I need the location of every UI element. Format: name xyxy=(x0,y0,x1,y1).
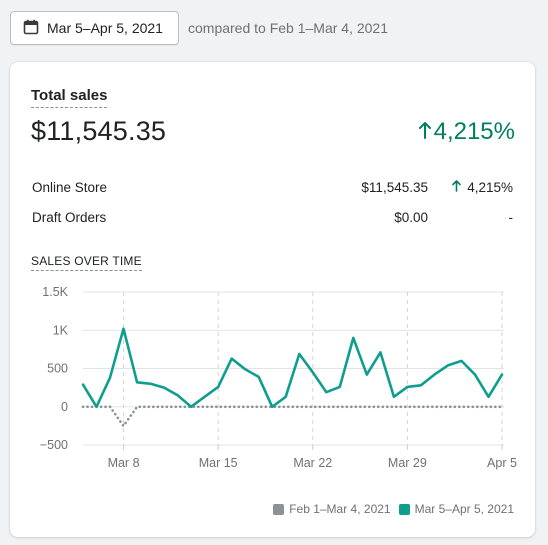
row-change-value: - xyxy=(508,210,514,225)
sales-over-time-chart-area: −500 0 500 1K 1.5K Mar 8 Mar 15 Mar 22 Mar 29 Apr… xyxy=(10,62,535,537)
legend-item-previous[interactable]: Feb 1–Mar 4, 2021 xyxy=(273,502,391,516)
x-tick-label: Mar 29 xyxy=(388,456,427,470)
row-change-value: 4,215% xyxy=(467,180,513,195)
legend-swatch xyxy=(273,503,285,515)
sales-over-time-title[interactable]: SALES OVER TIME xyxy=(31,254,142,271)
chart-legend: Feb 1–Mar 4, 2021 Mar 5–Apr 5, 2021 xyxy=(273,502,514,516)
legend-swatch xyxy=(398,503,410,515)
legend-label: Mar 5–Apr 5, 2021 xyxy=(414,502,514,516)
legend-label: Feb 1–Mar 4, 2021 xyxy=(289,502,391,516)
card-title[interactable]: Total sales xyxy=(31,87,108,108)
y-tick-label: 1.5K xyxy=(42,285,68,299)
date-range-bar: Mar 5–Apr 5, 2021 compared to Feb 1–Mar … xyxy=(10,10,388,46)
total-change-value: 4,215% xyxy=(433,118,515,145)
x-tick-label: Mar 15 xyxy=(199,456,238,470)
row-change: - xyxy=(509,210,514,225)
breakdown-row-draft-orders: Draft Orders $0.00 - xyxy=(32,210,513,230)
calendar-icon xyxy=(23,19,39,38)
row-amount: $11,545.35 xyxy=(361,180,428,195)
x-tick-label: Mar 8 xyxy=(108,456,140,470)
date-range-button[interactable]: Mar 5–Apr 5, 2021 xyxy=(10,11,179,45)
series-line-current xyxy=(81,327,504,409)
x-tick-label: Mar 22 xyxy=(293,456,332,470)
y-tick-label: −500 xyxy=(40,438,68,452)
arrow-up-icon xyxy=(418,118,432,146)
breakdown-row-online-store: Online Store $11,545.35 4,215% xyxy=(32,180,513,200)
row-label: Online Store xyxy=(32,180,108,195)
row-amount: $0.00 xyxy=(394,210,428,225)
series-line-previous xyxy=(81,405,504,428)
arrow-up-icon xyxy=(452,180,462,195)
row-change: 4,215% xyxy=(452,180,513,195)
total-sales-value: $11,545.35 xyxy=(31,116,167,146)
legend-item-current[interactable]: Mar 5–Apr 5, 2021 xyxy=(398,502,514,516)
row-label: Draft Orders xyxy=(32,210,107,225)
compare-text: compared to Feb 1–Mar 4, 2021 xyxy=(188,20,389,36)
total-sales-change: 4,215% xyxy=(418,118,515,146)
y-tick-label: 0 xyxy=(61,400,68,414)
x-tick-label: Apr 5 xyxy=(487,456,517,470)
sales-over-time-chart: −500 0 500 1K 1.5K Mar 8 Mar 15 Mar 22 Mar 29 Apr… xyxy=(40,285,517,470)
date-range-label: Mar 5–Apr 5, 2021 xyxy=(47,20,163,36)
y-tick-label: 500 xyxy=(47,362,68,376)
total-sales-card: Total sales $11,545.35 4,215% Online Sto… xyxy=(10,62,535,537)
y-tick-label: 1K xyxy=(53,323,69,337)
